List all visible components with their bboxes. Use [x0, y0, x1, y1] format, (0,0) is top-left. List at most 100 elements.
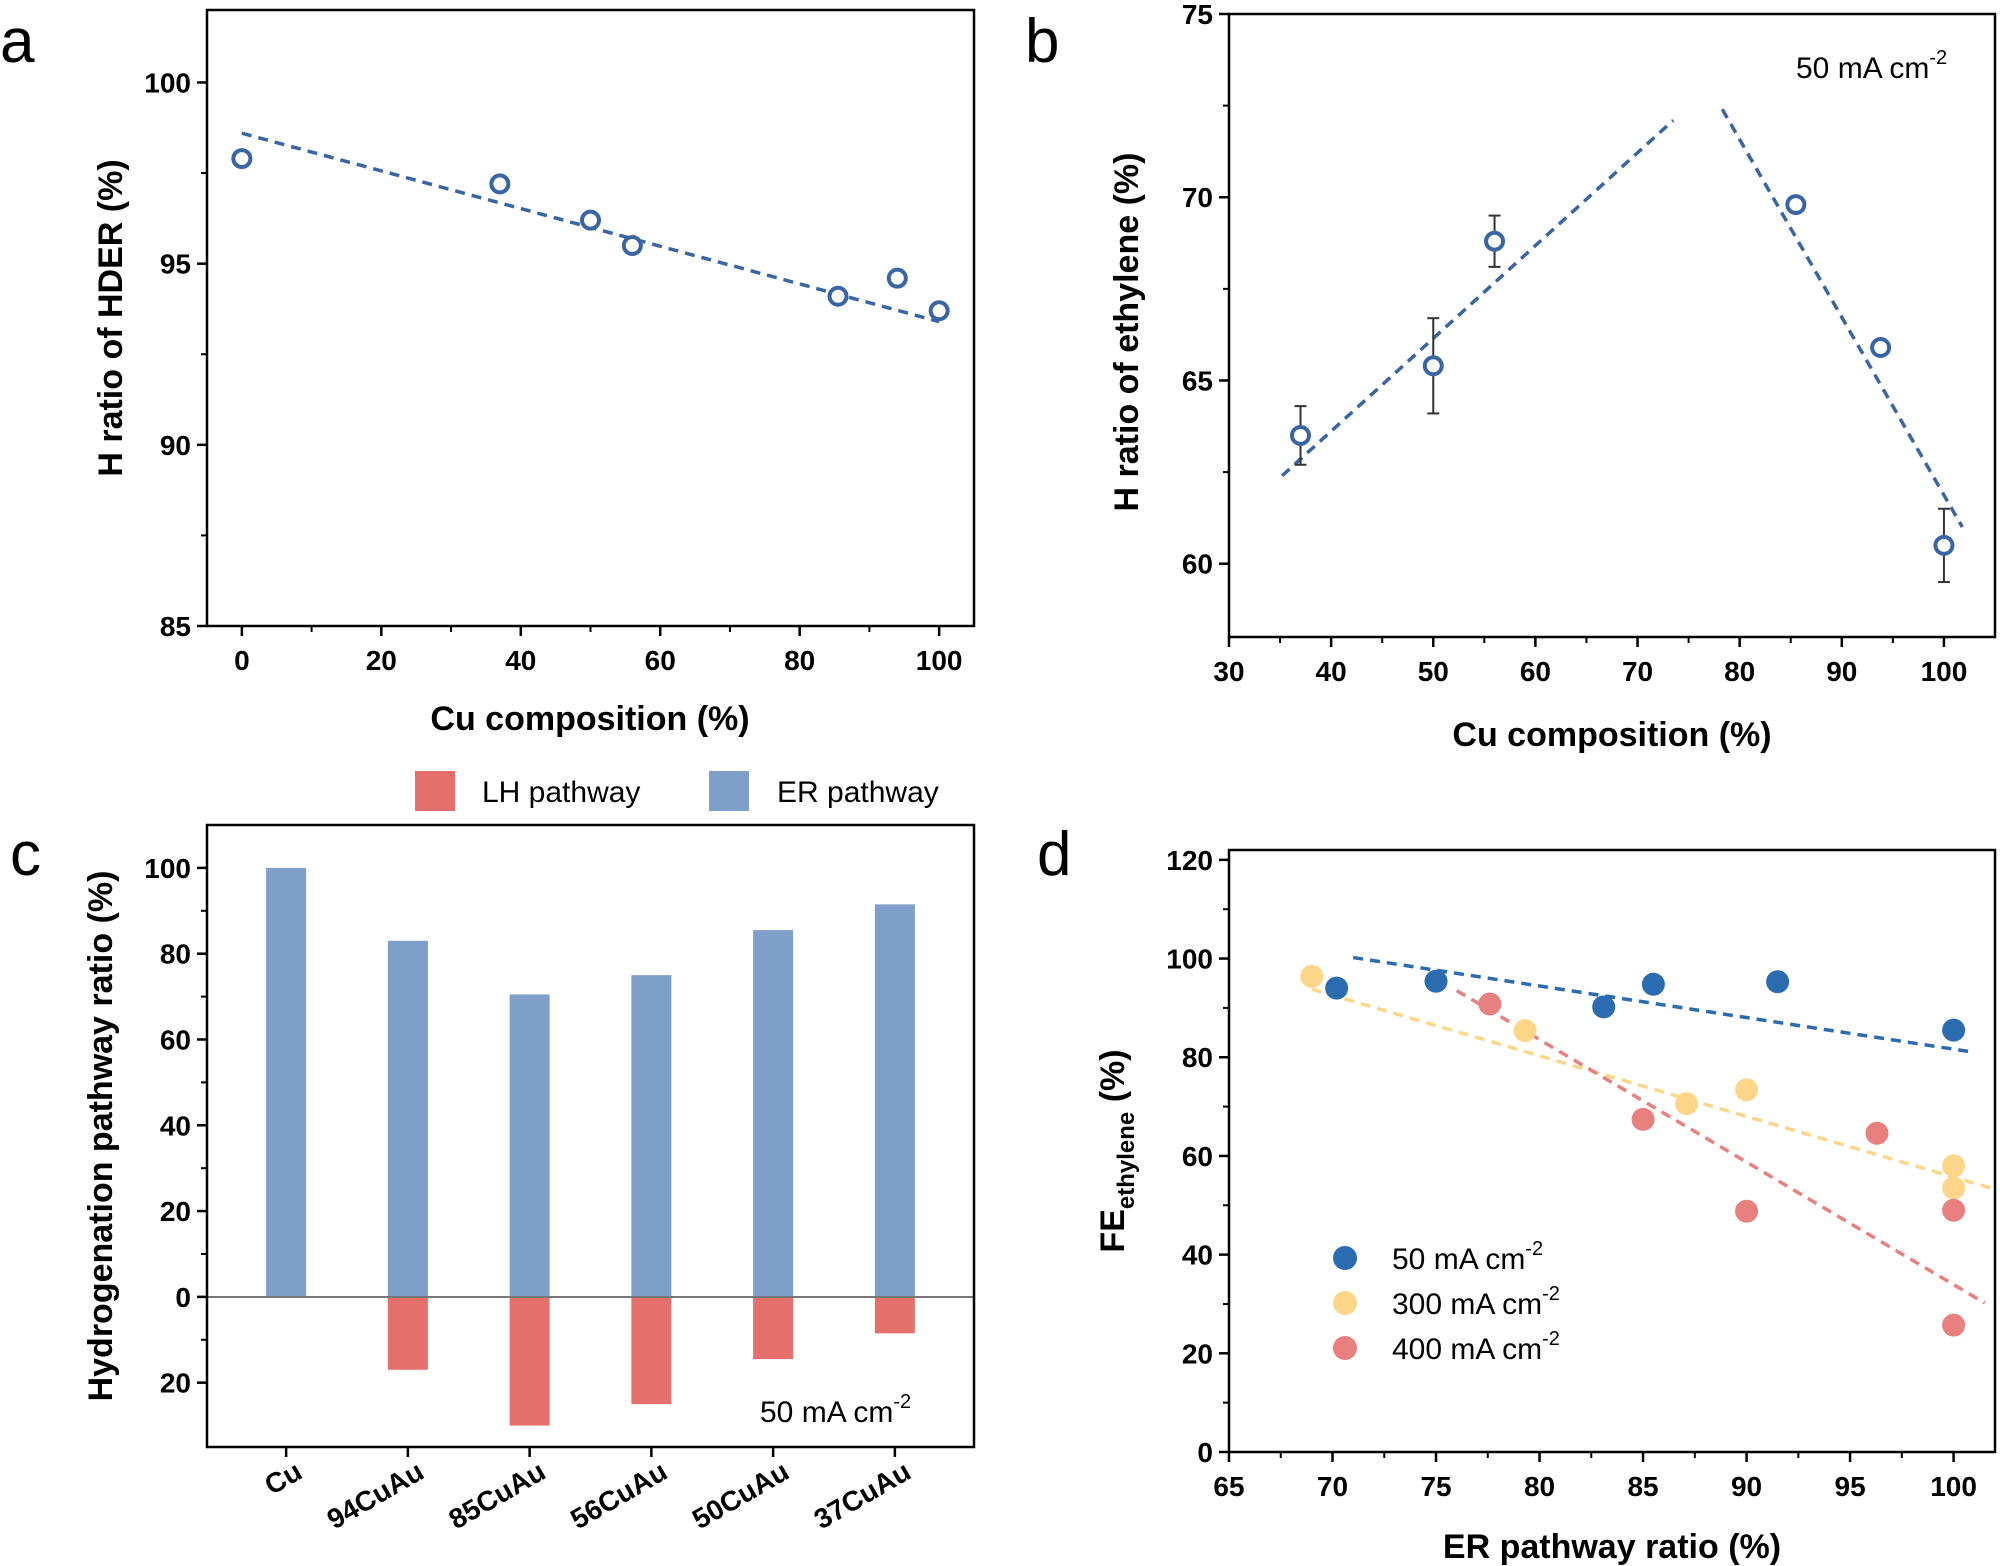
point-d-0-0 — [1325, 976, 1349, 1000]
x-tick-label-d-100: 100 — [1930, 1471, 1977, 1502]
y-axis-label-c: Hydrogenation pathway ratio (%) — [82, 871, 120, 1402]
fit-line-d-0 — [1352, 955, 1975, 1055]
x-tick-label-d-65: 65 — [1213, 1471, 1244, 1502]
legend-label-lh: LH pathway — [482, 776, 640, 809]
point-a-0 — [231, 148, 253, 170]
point-d-0-1 — [1424, 969, 1448, 993]
point-d-2-0 — [1478, 992, 1502, 1016]
y-tick-label-d-6: 120 — [1166, 845, 1213, 876]
y-tick-label-b-3: 75 — [1182, 0, 1213, 30]
fit-line-d-1 — [1311, 987, 1992, 1190]
legend-d: 50 mA cm-2 300 mA cm-2 400 mA cm-2 — [1333, 1238, 1560, 1366]
panel-d: d 65 70 75 80 85 90 95 100 0 20 40 60 80 100 120 50 mA… — [1037, 820, 1997, 1566]
point-d-1-3 — [1735, 1078, 1759, 1102]
ticks-b: 30 40 50 60 70 80 90 100 60 65 70 75 — [1182, 0, 1967, 687]
category-label-3: 56CuAu — [565, 1455, 672, 1535]
x-tick-label-b-80: 80 — [1724, 656, 1755, 687]
bar-lh-1 — [387, 1296, 428, 1370]
point-a-2 — [580, 209, 601, 231]
x-tick-label-a-60: 60 — [645, 645, 676, 676]
ticks-d: 65 70 75 80 85 90 95 100 0 20 40 60 80 100 120 — [1166, 845, 1977, 1502]
panel-letter-a: a — [0, 7, 35, 76]
point-d-2-3 — [1865, 1121, 1889, 1145]
panel-a: a 0 20 40 60 80 100 85 90 95 100 Cu composition (… — [0, 7, 976, 738]
category-label-2: 85CuAu — [444, 1455, 551, 1535]
y-tick-label-a-1: 90 — [160, 430, 191, 461]
fit-line-b-1 — [1720, 108, 1964, 528]
fit-line-d-2 — [1455, 989, 1986, 1305]
x-tick-label-b-70: 70 — [1622, 656, 1653, 687]
bar-lh-4 — [753, 1296, 794, 1360]
point-d-1-1 — [1513, 1019, 1537, 1043]
point-b-4 — [1870, 336, 1892, 358]
current-density-annotation-c: 50 mA cm-2 — [760, 1391, 911, 1429]
point-d-0-3 — [1641, 972, 1665, 996]
plot-frame-c — [205, 823, 976, 1449]
point-a-3 — [621, 235, 643, 257]
category-label-5: 37CuAu — [809, 1455, 916, 1535]
y-tick-label-c-2: 20 — [160, 1196, 191, 1227]
bar-er-2 — [509, 994, 550, 1297]
point-a-1 — [489, 173, 511, 195]
point-b-3 — [1785, 194, 1807, 216]
x-tick-label-a-0: 0 — [234, 645, 250, 676]
y-tick-label-c-3: 40 — [160, 1110, 191, 1141]
fit-lines-d — [1311, 955, 1992, 1305]
point-b-2 — [1484, 230, 1506, 252]
point-d-0-2 — [1592, 995, 1616, 1019]
x-axis-label-a: Cu composition (%) — [430, 700, 749, 738]
y-tick-label-a-3: 100 — [144, 67, 191, 98]
legend-marker-400 — [1333, 1336, 1357, 1360]
y-axis-label-d: FEethylene (%) — [1094, 1049, 1140, 1252]
legend-label-400: 400 mA cm-2 — [1392, 1328, 1560, 1366]
legend-label-50: 50 mA cm-2 — [1392, 1238, 1543, 1276]
x-tick-label-d-90: 90 — [1731, 1471, 1762, 1502]
x-tick-label-b-60: 60 — [1520, 656, 1551, 687]
ticks-a: 0 20 40 60 80 100 85 90 95 100 — [144, 67, 962, 676]
bar-er-1 — [387, 940, 428, 1297]
y-tick-label-d-1: 20 — [1182, 1338, 1213, 1369]
y-tick-label-d-2: 40 — [1182, 1240, 1213, 1271]
point-a-6 — [928, 300, 950, 322]
bar-er-4 — [753, 930, 794, 1297]
plot-frame-d — [1227, 848, 1997, 1454]
data-points-a — [231, 148, 950, 322]
point-d-0-5 — [1942, 1018, 1966, 1042]
data-points-b — [1289, 194, 1955, 584]
x-tick-label-b-100: 100 — [1921, 656, 1968, 687]
bar-er-3 — [631, 975, 672, 1297]
x-tick-label-d-85: 85 — [1627, 1471, 1658, 1502]
point-d-2-4 — [1942, 1198, 1966, 1222]
y-tick-label-b-0: 60 — [1182, 549, 1213, 580]
x-tick-label-b-90: 90 — [1826, 656, 1857, 687]
y-tick-label-b-2: 70 — [1182, 182, 1213, 213]
y-tick-label-b-1: 65 — [1182, 365, 1213, 396]
legend-label-300: 300 mA cm-2 — [1392, 1283, 1560, 1321]
x-axis-label-b: Cu composition (%) — [1452, 716, 1771, 754]
point-a-4 — [827, 285, 849, 307]
point-d-0-4 — [1766, 970, 1790, 994]
point-d-1-2 — [1675, 1092, 1699, 1116]
x-tick-label-d-95: 95 — [1835, 1471, 1866, 1502]
y-tick-label-a-2: 95 — [160, 249, 191, 280]
legend-label-er: ER pathway — [777, 776, 939, 809]
x-tick-label-d-70: 70 — [1317, 1471, 1348, 1502]
x-axis-label-d: ER pathway ratio (%) — [1443, 1528, 1781, 1566]
panel-letter-d: d — [1037, 820, 1071, 889]
point-d-1-5 — [1942, 1176, 1966, 1200]
bar-lh-2 — [509, 1296, 550, 1426]
category-label-1: 94CuAu — [322, 1455, 429, 1535]
legend-c: LH pathway ER pathway — [415, 771, 939, 811]
x-tick-label-d-80: 80 — [1524, 1471, 1555, 1502]
y-tick-label-c-0: 20 — [160, 1368, 191, 1399]
x-tick-label-a-40: 40 — [505, 645, 536, 676]
point-b-5 — [1933, 534, 1955, 556]
x-tick-label-b-30: 30 — [1213, 656, 1244, 687]
x-tick-label-b-50: 50 — [1418, 656, 1449, 687]
legend-marker-50 — [1333, 1246, 1357, 1270]
y-tick-label-c-5: 80 — [160, 939, 191, 970]
x-tick-label-b-40: 40 — [1316, 656, 1347, 687]
panel-letter-c: c — [10, 820, 41, 889]
bars-c — [266, 867, 915, 1426]
